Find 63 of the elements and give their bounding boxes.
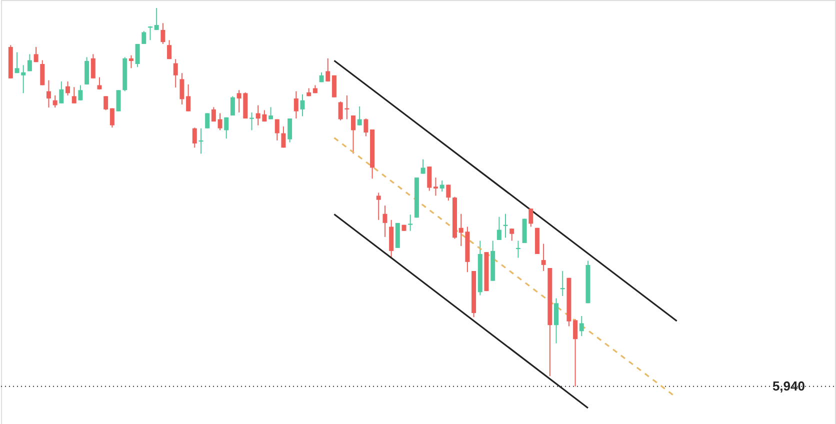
candlestick — [420, 158, 426, 174]
candlestick — [281, 126, 286, 148]
candlestick — [332, 74, 336, 98]
candlestick — [110, 108, 114, 128]
candlestick — [541, 243, 546, 272]
candlestick — [573, 318, 578, 387]
candlestick — [167, 40, 172, 60]
candlestick — [104, 96, 108, 111]
candlestick — [288, 118, 292, 143]
candlestick — [427, 166, 432, 192]
text: 5,940 — [772, 378, 805, 394]
candlestick — [376, 192, 381, 220]
candlestick — [528, 208, 534, 228]
candlestick — [160, 22, 166, 44]
candlestick — [148, 26, 152, 41]
candlestick — [116, 90, 121, 112]
candlestick — [97, 76, 102, 90]
candlestick — [84, 56, 90, 85]
candlestick — [440, 180, 444, 192]
candlestick — [350, 114, 356, 154]
candlestick — [503, 213, 508, 238]
candlestick — [46, 80, 51, 108]
candlestick — [34, 46, 38, 63]
candlestick — [78, 84, 83, 101]
candlestick — [249, 112, 254, 131]
candlestick — [27, 54, 32, 72]
candlestick — [90, 54, 96, 79]
candlestick — [516, 240, 520, 258]
candlestick — [72, 86, 76, 104]
candlestick — [510, 228, 514, 242]
candlestick — [205, 112, 210, 129]
candlestick — [128, 54, 134, 69]
candlestick — [496, 216, 502, 240]
candlestick — [52, 94, 58, 108]
candlestick — [211, 106, 216, 122]
candlestick — [154, 8, 159, 30]
candlestick — [268, 106, 274, 120]
candlestick — [142, 30, 146, 44]
candlestick — [224, 116, 229, 140]
candlestick — [180, 72, 184, 105]
candlestick — [230, 96, 235, 116]
candlestick — [433, 177, 438, 196]
candlestick — [59, 80, 64, 104]
candlestick — [446, 184, 451, 202]
candlestick — [300, 94, 305, 117]
candlestick — [408, 214, 413, 232]
candlestick — [192, 127, 197, 148]
candlestick — [198, 128, 204, 154]
candlestick — [218, 112, 222, 131]
candlestick — [40, 60, 45, 86]
candlestick — [186, 84, 191, 112]
candlestick — [326, 58, 330, 82]
candlestick — [294, 90, 298, 119]
candlestick — [382, 205, 388, 238]
candlestick — [66, 80, 70, 96]
candlestick — [560, 270, 565, 296]
candlestick — [135, 43, 140, 68]
candlestick — [579, 316, 584, 337]
candlestick — [357, 106, 362, 126]
candlestick — [173, 58, 178, 88]
candlestick — [554, 298, 559, 344]
candlestick — [364, 118, 368, 137]
candlestick — [274, 118, 280, 141]
